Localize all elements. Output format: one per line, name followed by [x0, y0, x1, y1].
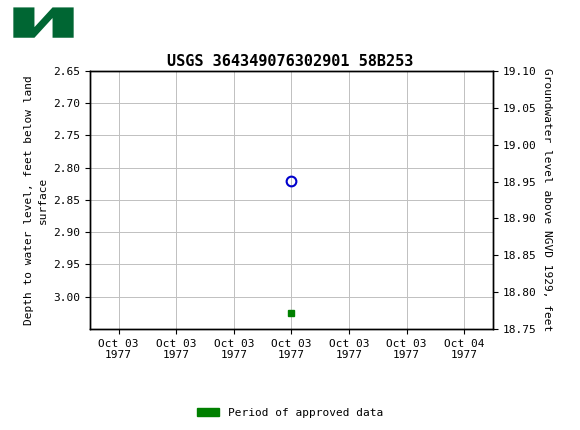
Legend: Period of approved data: Period of approved data	[193, 403, 387, 422]
Y-axis label: Groundwater level above NGVD 1929, feet: Groundwater level above NGVD 1929, feet	[542, 68, 552, 332]
Y-axis label: Depth to water level, feet below land
surface: Depth to water level, feet below land su…	[24, 75, 48, 325]
FancyBboxPatch shape	[6, 3, 81, 42]
Polygon shape	[13, 7, 74, 38]
Text: USGS 364349076302901 58B253: USGS 364349076302901 58B253	[167, 54, 413, 69]
Text: USGS: USGS	[93, 12, 157, 33]
